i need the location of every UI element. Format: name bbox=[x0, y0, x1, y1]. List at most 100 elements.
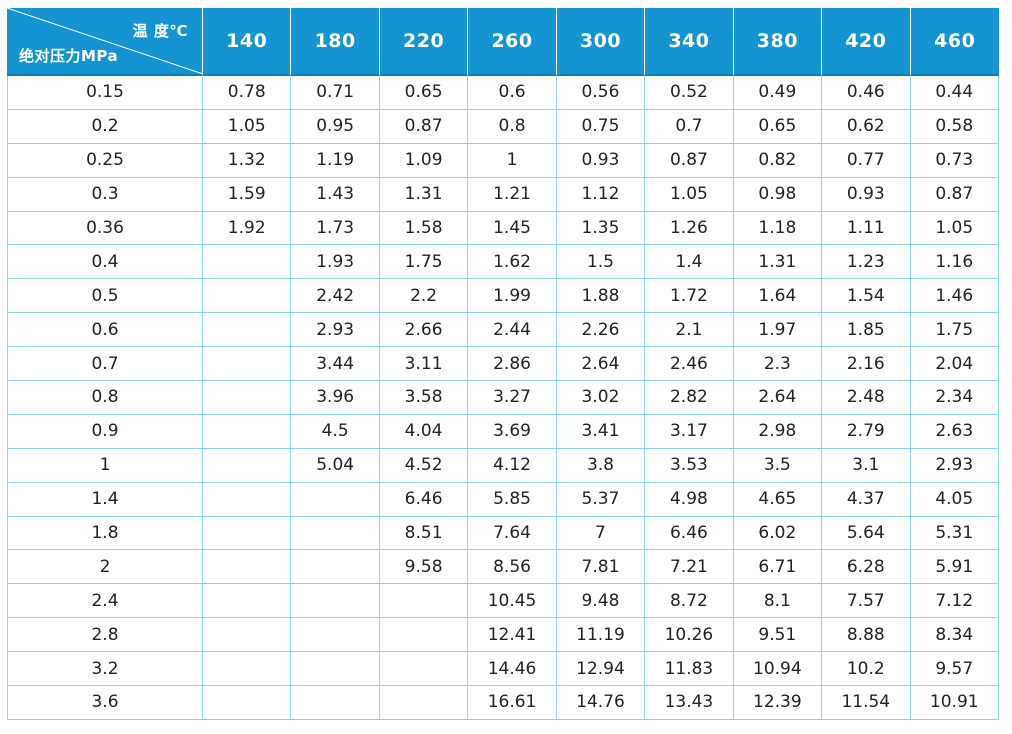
value-cell: 2.44 bbox=[468, 313, 557, 348]
table-row: 0.4 1.93 1.75 1.62 1.5 1.4 1.31 1.23 1.16 bbox=[7, 245, 999, 280]
value-cell bbox=[203, 584, 292, 619]
value-cell: 8.1 bbox=[733, 584, 823, 619]
value-cell: 0.46 bbox=[822, 76, 911, 110]
temperature-axis-label: 温 度℃ bbox=[132, 22, 188, 40]
value-cell: 9.58 bbox=[379, 550, 469, 585]
value-cell: 3.69 bbox=[468, 414, 557, 449]
value-cell: 2.16 bbox=[822, 347, 911, 382]
value-cell: 1.19 bbox=[291, 143, 380, 178]
value-cell: 4.05 bbox=[910, 482, 999, 517]
pressure-cell: 0.25 bbox=[7, 143, 203, 178]
value-cell bbox=[291, 618, 380, 653]
pressure-cell: 0.3 bbox=[7, 177, 203, 212]
value-cell: 0.82 bbox=[733, 143, 823, 178]
temperature-header-cell: 420 bbox=[822, 8, 911, 76]
corner-header-cell: 温 度℃ 绝对压力MPa bbox=[7, 8, 203, 76]
value-cell: 3.1 bbox=[822, 448, 911, 483]
value-cell bbox=[379, 584, 469, 619]
value-cell: 2.98 bbox=[733, 414, 823, 449]
value-cell: 2.48 bbox=[822, 381, 911, 415]
value-cell: 2.66 bbox=[379, 313, 469, 348]
table-row: 0.3 1.59 1.43 1.31 1.21 1.12 1.05 0.98 0.93 0.87 bbox=[7, 177, 999, 212]
value-cell: 0.95 bbox=[291, 109, 380, 144]
pressure-cell: 0.5 bbox=[7, 279, 203, 314]
value-cell: 1.45 bbox=[468, 211, 557, 246]
value-cell: 1.75 bbox=[379, 245, 469, 280]
steam-table: 温 度℃ 绝对压力MPa 140 180 220 260 300 340 380 420 460… bbox=[7, 8, 999, 720]
table-row: 0.9 4.5 4.04 3.69 3.41 3.17 2.98 2.79 2.63 bbox=[7, 414, 999, 449]
pressure-cell: 0.7 bbox=[7, 347, 203, 382]
value-cell: 3.44 bbox=[291, 347, 380, 382]
value-cell: 5.37 bbox=[556, 482, 646, 517]
value-cell: 0.77 bbox=[822, 143, 911, 178]
temperature-header-cell: 380 bbox=[733, 8, 823, 76]
table-row: 1 5.04 4.52 4.12 3.8 3.53 3.5 3.1 2.93 bbox=[7, 448, 999, 483]
value-cell: 3.8 bbox=[556, 448, 646, 483]
value-cell: 1.75 bbox=[910, 313, 999, 348]
value-cell: 1.46 bbox=[910, 279, 999, 314]
value-cell: 0.52 bbox=[645, 76, 734, 110]
value-cell: 14.46 bbox=[468, 652, 557, 687]
table-row: 0.36 1.92 1.73 1.58 1.45 1.35 1.26 1.18 1.11 1.05 bbox=[7, 211, 999, 246]
value-cell: 10.2 bbox=[822, 652, 911, 687]
value-cell: 5.85 bbox=[468, 482, 557, 517]
value-cell: 10.26 bbox=[645, 618, 734, 653]
value-cell: 9.48 bbox=[556, 584, 646, 619]
value-cell: 9.57 bbox=[910, 652, 999, 687]
value-cell: 2.42 bbox=[291, 279, 380, 314]
table-row: 2.8 12.41 11.19 10.26 9.51 8.88 8.34 bbox=[7, 618, 999, 653]
value-cell: 1.32 bbox=[203, 143, 292, 178]
value-cell: 5.04 bbox=[291, 448, 380, 483]
value-cell: 1.26 bbox=[645, 211, 734, 246]
temperature-header-cell: 340 bbox=[645, 8, 734, 76]
value-cell: 0.44 bbox=[910, 76, 999, 110]
value-cell: 1.92 bbox=[203, 211, 292, 246]
diagonal-divider bbox=[7, 8, 202, 74]
value-cell: 0.56 bbox=[556, 76, 646, 110]
value-cell: 1.97 bbox=[733, 313, 823, 348]
table-row: 1.8 8.51 7.64 7 6.46 6.02 5.64 5.31 bbox=[7, 516, 999, 551]
value-cell: 2.34 bbox=[910, 381, 999, 415]
value-cell: 12.41 bbox=[468, 618, 557, 653]
value-cell: 6.46 bbox=[645, 516, 734, 551]
value-cell bbox=[291, 686, 380, 720]
value-cell: 2.46 bbox=[645, 347, 734, 382]
value-cell bbox=[379, 652, 469, 687]
value-cell: 2.93 bbox=[910, 448, 999, 483]
value-cell: 4.98 bbox=[645, 482, 734, 517]
value-cell: 8.34 bbox=[910, 618, 999, 653]
value-cell: 3.17 bbox=[645, 414, 734, 449]
value-cell: 1.88 bbox=[556, 279, 646, 314]
value-cell: 6.28 bbox=[822, 550, 911, 585]
table-row: 0.5 2.42 2.2 1.99 1.88 1.72 1.64 1.54 1.46 bbox=[7, 279, 999, 314]
temperature-header-cell: 140 bbox=[203, 8, 292, 76]
value-cell: 0.62 bbox=[822, 109, 911, 144]
value-cell: 10.91 bbox=[910, 686, 999, 720]
table-row: 0.15 0.78 0.71 0.65 0.6 0.56 0.52 0.49 0.46 0.44 bbox=[7, 76, 999, 110]
value-cell: 16.61 bbox=[468, 686, 557, 720]
value-cell: 2.64 bbox=[556, 347, 646, 382]
value-cell: 0.6 bbox=[468, 76, 557, 110]
value-cell: 0.87 bbox=[645, 143, 734, 178]
value-cell: 5.64 bbox=[822, 516, 911, 551]
table-body: 0.15 0.78 0.71 0.65 0.6 0.56 0.52 0.49 0.46 0.44 0… bbox=[7, 76, 999, 720]
value-cell: 0.73 bbox=[910, 143, 999, 178]
table-row: 0.6 2.93 2.66 2.44 2.26 2.1 1.97 1.85 1.75 bbox=[7, 313, 999, 348]
pressure-cell: 0.2 bbox=[7, 109, 203, 144]
value-cell: 1.43 bbox=[291, 177, 380, 212]
value-cell: 1.72 bbox=[645, 279, 734, 314]
value-cell: 7.81 bbox=[556, 550, 646, 585]
value-cell: 1.09 bbox=[379, 143, 469, 178]
value-cell: 0.8 bbox=[468, 109, 557, 144]
value-cell: 1.54 bbox=[822, 279, 911, 314]
value-cell: 1.11 bbox=[822, 211, 911, 246]
value-cell: 7 bbox=[556, 516, 646, 551]
value-cell: 3.27 bbox=[468, 381, 557, 415]
temperature-header-cell: 180 bbox=[291, 8, 380, 76]
pressure-cell: 2.4 bbox=[7, 584, 203, 619]
table-row: 0.8 3.96 3.58 3.27 3.02 2.82 2.64 2.48 2.34 bbox=[7, 381, 999, 415]
value-cell: 1.16 bbox=[910, 245, 999, 280]
value-cell: 4.37 bbox=[822, 482, 911, 517]
value-cell: 11.19 bbox=[556, 618, 646, 653]
value-cell bbox=[203, 381, 292, 415]
